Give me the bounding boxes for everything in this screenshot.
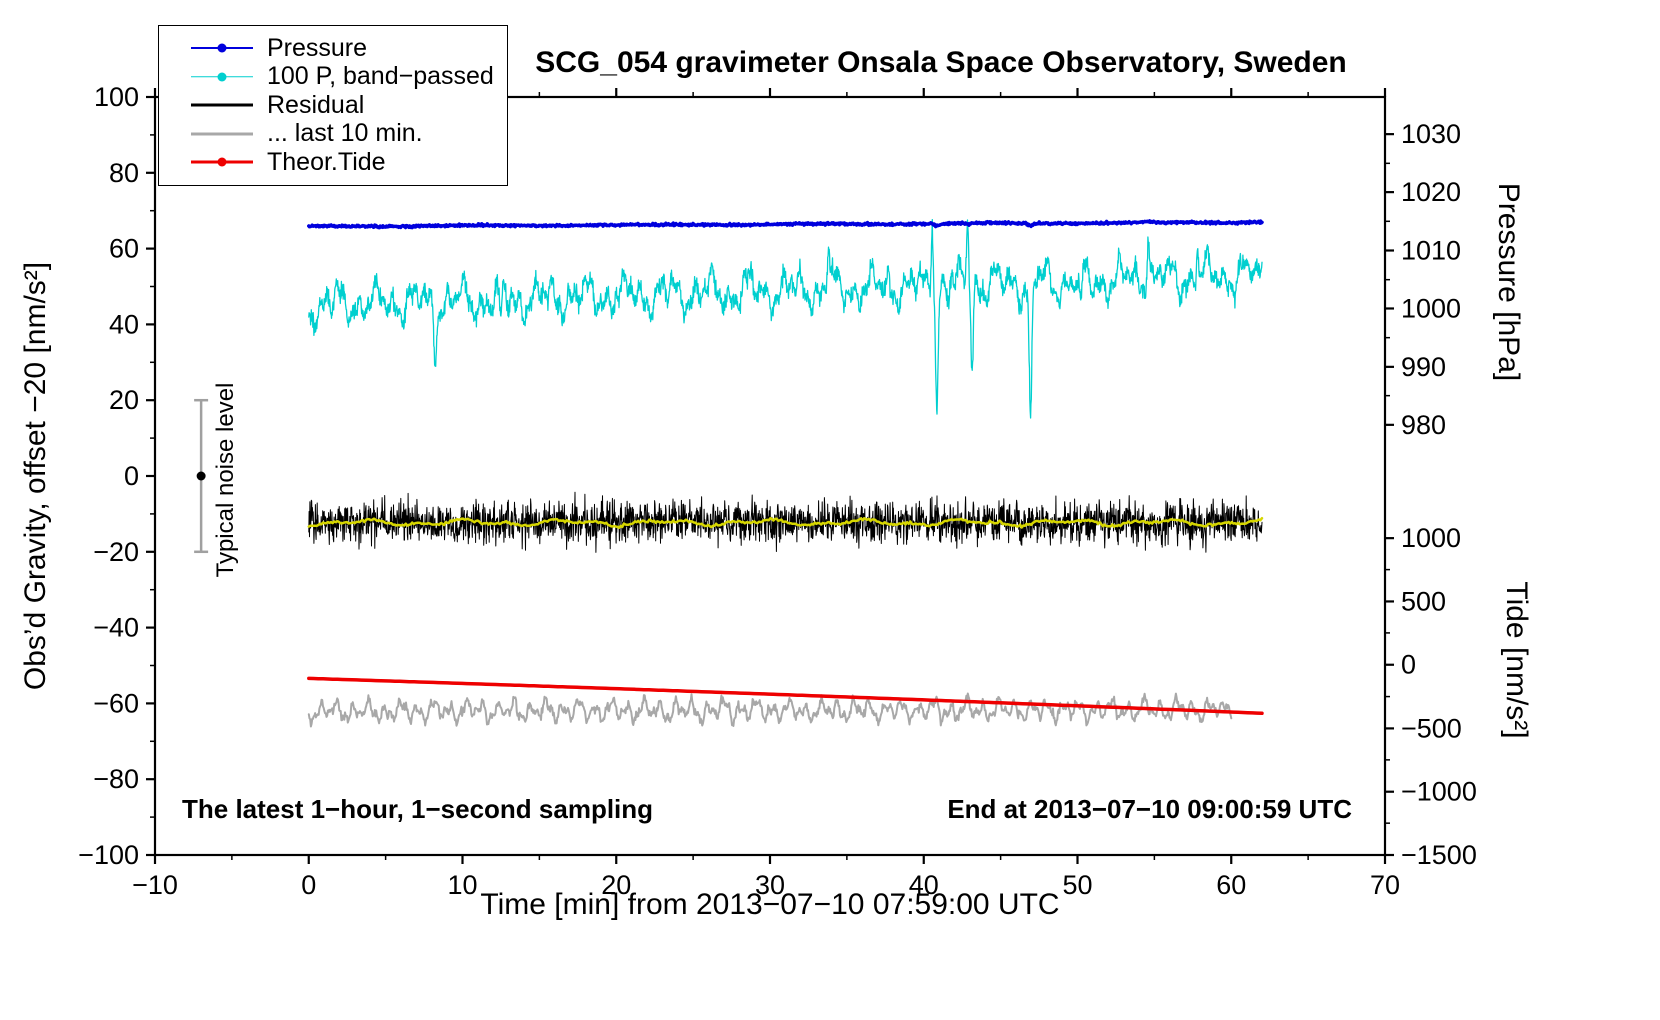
plot-frame bbox=[153, 95, 1387, 857]
legend-label-pressure: Pressure bbox=[267, 33, 368, 62]
legend-item-theortide: Theor.Tide bbox=[159, 148, 507, 177]
legend-item-last10min: ... last 10 min. bbox=[159, 119, 507, 149]
x-tick-label: 50 bbox=[1062, 870, 1092, 900]
x-tick-label: 20 bbox=[601, 870, 631, 900]
pressure-tick-label: 1030 bbox=[1401, 119, 1461, 149]
legend: Pressure 100 P, band−passed Residual ...… bbox=[158, 25, 508, 186]
y-tick-label: −60 bbox=[93, 688, 139, 718]
y-tick-label: −80 bbox=[93, 764, 139, 794]
legend-item-pressure: Pressure bbox=[159, 34, 507, 63]
x-tick-label: −10 bbox=[132, 870, 178, 900]
series--last-10-min- bbox=[307, 692, 1233, 728]
pressure-tick-label: 1010 bbox=[1401, 235, 1461, 265]
tide-tick-label: 500 bbox=[1401, 586, 1446, 616]
legend-dot-bandpassed bbox=[217, 72, 227, 82]
noise-level-label: Typical noise level bbox=[212, 382, 239, 578]
legend-dot-theortide bbox=[217, 157, 227, 167]
legend-label-bandpassed: 100 P, band−passed bbox=[267, 62, 494, 91]
y-axis-label-tide: Tide [nm/s²] bbox=[1500, 581, 1533, 739]
y-tick-label: 0 bbox=[124, 461, 139, 491]
tide-tick-label: −1500 bbox=[1401, 840, 1477, 870]
x-tick-label: 10 bbox=[447, 870, 477, 900]
noise-bar-dot bbox=[196, 471, 206, 481]
legend-dot-pressure bbox=[217, 43, 227, 53]
legend-swatch-residual bbox=[191, 91, 253, 120]
legend-swatch-theortide bbox=[191, 148, 253, 177]
y-tick-label: 80 bbox=[109, 158, 139, 188]
y-tick-label: −40 bbox=[93, 613, 139, 643]
x-tick-label: 40 bbox=[909, 870, 939, 900]
x-axis-label: Time [min] from 2013−07−10 07:59:00 UTC bbox=[480, 888, 1060, 921]
y-tick-label: 60 bbox=[109, 234, 139, 264]
series-pressure bbox=[307, 219, 1264, 230]
y-axis-label-gravity: Obs’d Gravity, offset −20 [nm/s²] bbox=[19, 261, 52, 691]
legend-swatch-pressure bbox=[191, 34, 253, 63]
x-tick-label: 70 bbox=[1370, 870, 1400, 900]
series-theor-tide bbox=[307, 676, 1264, 716]
legend-label-last10min: ... last 10 min. bbox=[267, 119, 423, 148]
pressure-tick-label: 1000 bbox=[1401, 293, 1461, 323]
legend-item-residual: Residual bbox=[159, 91, 507, 120]
pressure-tick-label: 1020 bbox=[1401, 177, 1461, 207]
y-tick-label: −100 bbox=[78, 840, 139, 870]
y-tick-label: 40 bbox=[109, 309, 139, 339]
y-tick-label: −20 bbox=[93, 537, 139, 567]
end-time-note: End at 2013−07−10 09:00:59 UTC bbox=[947, 794, 1352, 824]
tide-tick-label: 1000 bbox=[1401, 523, 1461, 553]
series-100-p-band-passed bbox=[308, 218, 1263, 419]
x-tick-label: 60 bbox=[1216, 870, 1246, 900]
legend-label-theortide: Theor.Tide bbox=[267, 147, 386, 176]
legend-line-last10min bbox=[191, 132, 253, 136]
legend-label-residual: Residual bbox=[267, 90, 365, 119]
pressure-tick-label: 980 bbox=[1401, 410, 1446, 440]
series-residual bbox=[308, 491, 1263, 553]
legend-swatch-last10min bbox=[191, 120, 253, 149]
y-tick-label: 20 bbox=[109, 385, 139, 415]
legend-swatch-bandpassed bbox=[191, 63, 253, 92]
x-tick-label: 30 bbox=[755, 870, 785, 900]
series-residual-smoothed- bbox=[307, 516, 1264, 529]
legend-item-bandpassed: 100 P, band−passed bbox=[159, 62, 507, 92]
tide-tick-label: 0 bbox=[1401, 650, 1416, 680]
sampling-note: The latest 1−hour, 1−second sampling bbox=[182, 794, 654, 824]
legend-line-residual bbox=[191, 103, 253, 107]
y-tick-label: 100 bbox=[94, 82, 139, 112]
pressure-tick-label: 990 bbox=[1401, 352, 1446, 382]
y-axis-label-pressure: Pressure [hPa] bbox=[1492, 182, 1525, 382]
chart-title: SCG_054 gravimeter Onsala Space Observat… bbox=[535, 46, 1347, 79]
tide-tick-label: −1000 bbox=[1401, 777, 1477, 807]
tide-tick-label: −500 bbox=[1401, 713, 1462, 743]
x-tick-label: 0 bbox=[301, 870, 316, 900]
